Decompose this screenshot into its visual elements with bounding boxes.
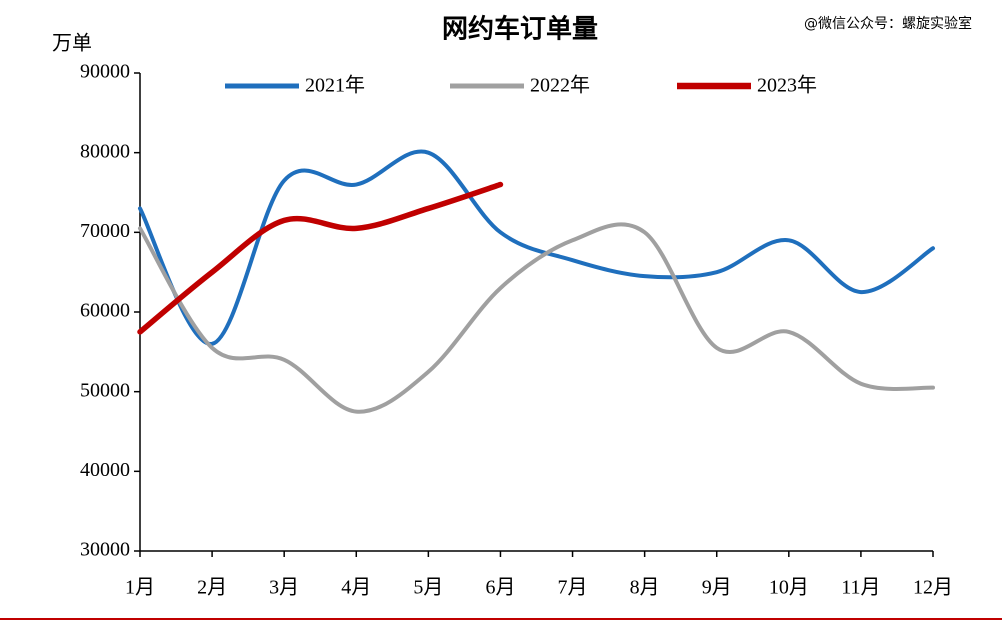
x-tick-label: 12月: [913, 577, 953, 599]
y-tick-label: 90000: [80, 61, 130, 83]
y-tick-label: 60000: [80, 300, 130, 322]
x-tick-label: 6月: [485, 577, 515, 599]
y-axis-label: 万单: [52, 31, 92, 55]
x-tick-label: 10月: [769, 577, 809, 599]
x-tick-label: 1月: [125, 577, 155, 599]
x-tick-label: 3月: [269, 577, 299, 599]
chart-title: 网约车订单量: [442, 14, 598, 45]
y-tick-label: 80000: [80, 140, 130, 162]
x-tick-label: 5月: [413, 577, 443, 599]
legend-label: 2021年: [305, 74, 365, 97]
y-tick-label: 70000: [80, 220, 130, 242]
x-tick-label: 7月: [558, 577, 588, 599]
legend-label: 2022年: [530, 74, 590, 97]
x-tick-label: 8月: [630, 577, 660, 599]
line-series: [138, 149, 935, 346]
line-series: [137, 181, 504, 335]
legend-label: 2023年: [757, 74, 817, 97]
x-tick-label: 4月: [341, 577, 371, 599]
y-tick-label: 30000: [80, 539, 130, 561]
x-tick-label: 2月: [197, 577, 227, 599]
x-tick-label: 9月: [702, 577, 732, 599]
y-tick-label: 50000: [80, 379, 130, 401]
line-series: [138, 222, 935, 414]
watermark: @微信公众号：螺旋实验室: [804, 15, 972, 32]
x-tick-label: 11月: [841, 577, 880, 599]
y-tick-label: 40000: [80, 459, 130, 481]
